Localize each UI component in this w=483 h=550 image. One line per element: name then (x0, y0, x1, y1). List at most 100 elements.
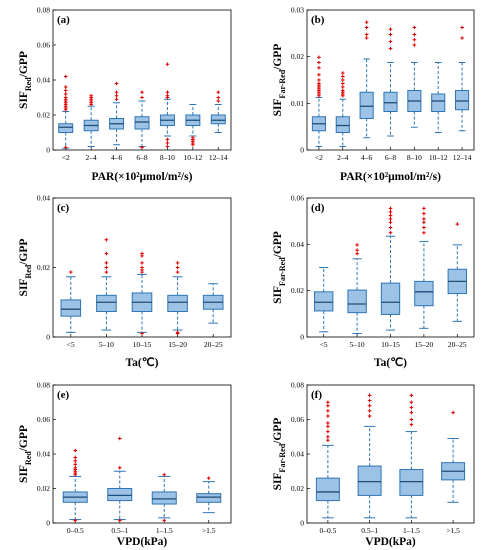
outlier-point (409, 410, 414, 415)
x-tick-label: 2–4 (86, 153, 98, 162)
outlier-point (317, 72, 321, 77)
outlier-point (89, 93, 93, 98)
x-tick-label: >1.5 (202, 526, 216, 535)
outlier-point (117, 466, 122, 470)
box-iqr (414, 280, 434, 307)
y-tick-label: 0.06 (291, 194, 304, 203)
outlier-point (63, 145, 68, 150)
outlier-point (326, 400, 330, 405)
y-tick-label: 0.02 (291, 52, 304, 61)
y-axis-label: SIFFar-Red/GPP (272, 44, 287, 117)
y-tick-label: 0.04 (37, 450, 50, 459)
panel-a: 0 0.02 0.04 0.06 0.08 SIFRed/GPP (a) <2 2–4 4–6 6–… (18, 6, 232, 183)
outlier-point (409, 417, 414, 422)
outlier-point (367, 409, 372, 413)
box-iqr (96, 294, 117, 313)
outlier-point (206, 476, 211, 480)
x-tick-label: <2 (62, 153, 70, 162)
outlier-point (317, 65, 321, 70)
outlier-point (317, 78, 321, 82)
outlier-point (104, 270, 109, 274)
panel-e: 0 0.02 0.04 0.06 0.08 SIFRed/GPP (e) 0–0.5 0.5–1… (18, 381, 232, 548)
outlier-point (364, 32, 369, 37)
outlier-point (355, 243, 359, 247)
box-3 (414, 206, 434, 329)
outlier-point (412, 43, 417, 47)
outlier-point (355, 248, 359, 252)
y-tick-label: 0.06 (291, 415, 304, 424)
x-tick-label: 1–1.5 (403, 526, 420, 535)
y-tick-label: 0.04 (37, 76, 50, 85)
box-4 (407, 25, 422, 128)
outlier-point (114, 90, 119, 95)
outlier-point (317, 81, 321, 86)
outlier-point (388, 206, 393, 211)
y-axis-label: SIFFar-Red/GPP (272, 231, 287, 304)
outlier-point (165, 93, 170, 98)
outlier-point (73, 455, 78, 460)
outlier-point (422, 225, 426, 230)
box-2 (380, 206, 401, 331)
panel-label: (d) (311, 202, 325, 214)
outlier-point (317, 55, 321, 60)
outlier-point (216, 90, 221, 95)
outlier-point (63, 74, 68, 79)
outlier-point (409, 393, 414, 398)
outlier-point (175, 261, 180, 265)
x-tick-label: 10–15 (133, 340, 152, 349)
x-tick-label: 0–0.5 (319, 526, 336, 535)
box-iqr (431, 93, 446, 112)
outlier-point (104, 261, 109, 265)
box-0 (62, 448, 88, 523)
x-axis-label: PAR(×10²μmol/m²/s) (340, 171, 441, 183)
x-axis-label: Ta(℃) (126, 356, 159, 369)
y-axis-label: SIFRed/GPP (18, 239, 33, 297)
x-tick-label: 12–14 (209, 153, 228, 162)
x-tick-label: 0.5–1 (361, 526, 378, 535)
x-tick-label: 15–20 (168, 340, 187, 349)
outlier-point (326, 434, 330, 439)
box-5 (431, 62, 446, 133)
outlier-point (63, 92, 68, 96)
x-tick-label: <5 (320, 340, 328, 349)
box-1 (107, 436, 133, 523)
box-2 (109, 81, 125, 146)
y-tick-label: 0.02 (291, 484, 304, 493)
box-2 (151, 472, 177, 523)
box-iqr (196, 493, 222, 503)
y-tick-label: 0 (46, 146, 50, 155)
outlier-point (69, 270, 73, 274)
box-3 (134, 90, 150, 150)
box-iqr (314, 291, 334, 312)
outlier-point (455, 222, 460, 226)
y-tick-label: 0.08 (37, 381, 50, 390)
outlier-point (364, 20, 369, 25)
panel-label: (a) (57, 14, 70, 26)
outlier-point (388, 210, 393, 214)
outlier-point (114, 93, 119, 98)
outlier-point (409, 422, 414, 427)
y-tick-label: 0.02 (37, 263, 50, 272)
box-0 (314, 267, 334, 333)
x-tick-label: <5 (67, 340, 75, 349)
panel-label: (e) (57, 389, 70, 401)
outlier-point (367, 398, 372, 403)
box-0 (315, 400, 340, 519)
outlier-point (216, 99, 221, 103)
y-axis-label: SIFRed/GPP (18, 425, 33, 483)
outlier-point (388, 39, 393, 44)
outlier-point (451, 410, 455, 415)
y-tick-label: 0.04 (37, 194, 50, 203)
outlier-point (140, 90, 144, 95)
y-tick-label: 0.02 (37, 484, 50, 493)
x-tick-label: 15–20 (415, 340, 434, 349)
outlier-point (409, 405, 414, 410)
outlier-point (412, 37, 417, 42)
box-1 (96, 237, 117, 331)
box-3 (196, 476, 222, 514)
panel-c: 0 0.02 0.04 SIFRed/GPP (c) <5 5–10 10–15 15–20 20… (18, 194, 232, 369)
outlier-point (117, 436, 122, 441)
y-tick-label: 0.02 (37, 111, 50, 120)
x-tick-label: 0–0.5 (67, 526, 84, 535)
